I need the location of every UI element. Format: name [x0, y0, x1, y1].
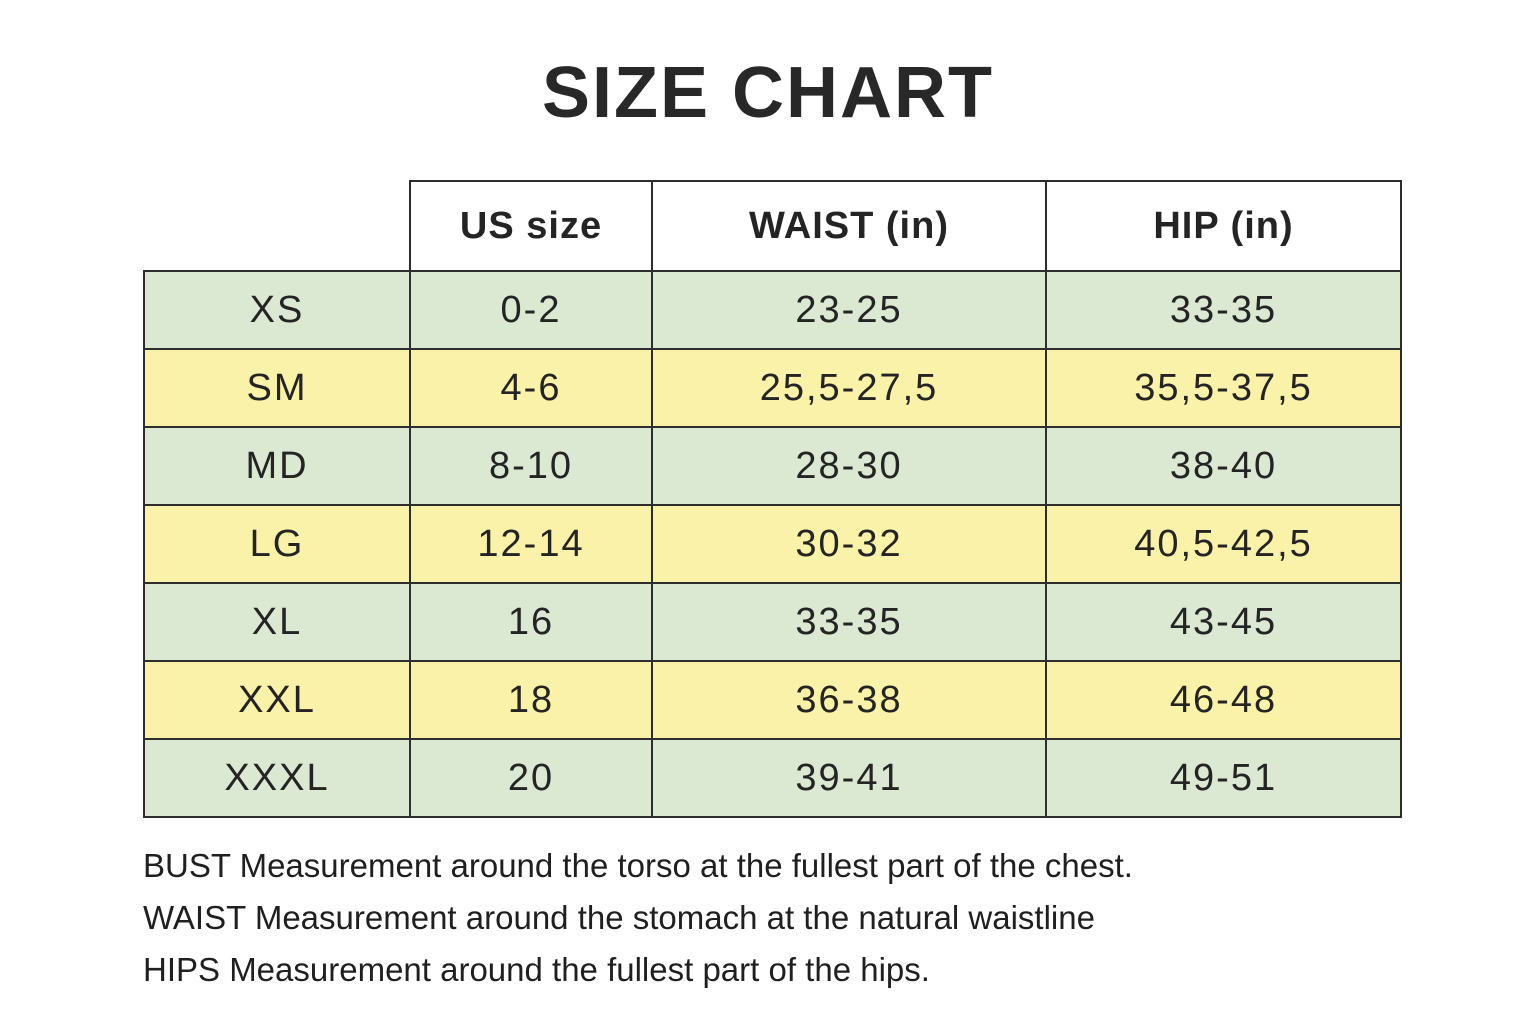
hip-cell: 35,5-37,5 [1045, 348, 1402, 428]
hip-cell: 40,5-42,5 [1045, 504, 1402, 584]
size-label-cell: XS [143, 270, 411, 350]
hip-cell: 46-48 [1045, 660, 1402, 740]
us-size-cell: 8-10 [409, 426, 653, 506]
us-size-cell: 16 [409, 582, 653, 662]
page-title: SIZE CHART [542, 53, 994, 133]
column-header-hip: HIP (in) [1045, 180, 1402, 272]
us-size-cell: 20 [409, 738, 653, 818]
corner-empty-cell [144, 181, 410, 271]
size-label-cell: XL [143, 582, 411, 662]
us-size-cell: 18 [409, 660, 653, 740]
size-chart-table: US size WAIST (in) HIP (in) XS 0-2 23-25 33… [143, 180, 1402, 818]
size-label-cell: MD [143, 426, 411, 506]
size-label-cell: XXXL [143, 738, 411, 818]
hip-cell: 49-51 [1045, 738, 1402, 818]
bust-note: BUST Measurement around the torso at the… [143, 847, 1133, 884]
table-row: XXL 18 36-38 46-48 [143, 660, 1402, 740]
column-header-us-size: US size [409, 180, 653, 272]
waist-note: WAIST Measurement around the stomach at … [143, 899, 1095, 936]
table-row: SM 4-6 25,5-27,5 35,5-37,5 [143, 348, 1402, 428]
waist-cell: 25,5-27,5 [651, 348, 1047, 428]
hip-cell: 43-45 [1045, 582, 1402, 662]
hips-note: HIPS Measurement around the fullest part… [143, 951, 930, 988]
size-chart-body: XS 0-2 23-25 33-35 SM 4-6 25,5-27,5 35,5-37,5 MD… [143, 270, 1402, 818]
size-label-cell: SM [143, 348, 411, 428]
table-row: XL 16 33-35 43-45 [143, 582, 1402, 662]
hip-cell: 33-35 [1045, 270, 1402, 350]
waist-cell: 23-25 [651, 270, 1047, 350]
header-row: US size WAIST (in) HIP (in) [144, 180, 1402, 272]
us-size-cell: 4-6 [409, 348, 653, 428]
size-label-cell: XXL [143, 660, 411, 740]
waist-cell: 39-41 [651, 738, 1047, 818]
us-size-cell: 0-2 [409, 270, 653, 350]
measurement-notes: BUST Measurement around the torso at the… [143, 840, 1443, 996]
hip-cell: 38-40 [1045, 426, 1402, 506]
column-header-waist: WAIST (in) [651, 180, 1047, 272]
waist-cell: 28-30 [651, 426, 1047, 506]
waist-cell: 36-38 [651, 660, 1047, 740]
waist-cell: 30-32 [651, 504, 1047, 584]
table-header: US size WAIST (in) HIP (in) [144, 180, 1402, 272]
table-row: XXXL 20 39-41 49-51 [143, 738, 1402, 818]
size-label-cell: LG [143, 504, 411, 584]
table-row: XS 0-2 23-25 33-35 [143, 270, 1402, 350]
table-row: MD 8-10 28-30 38-40 [143, 426, 1402, 506]
us-size-cell: 12-14 [409, 504, 653, 584]
waist-cell: 33-35 [651, 582, 1047, 662]
table-row: LG 12-14 30-32 40,5-42,5 [143, 504, 1402, 584]
